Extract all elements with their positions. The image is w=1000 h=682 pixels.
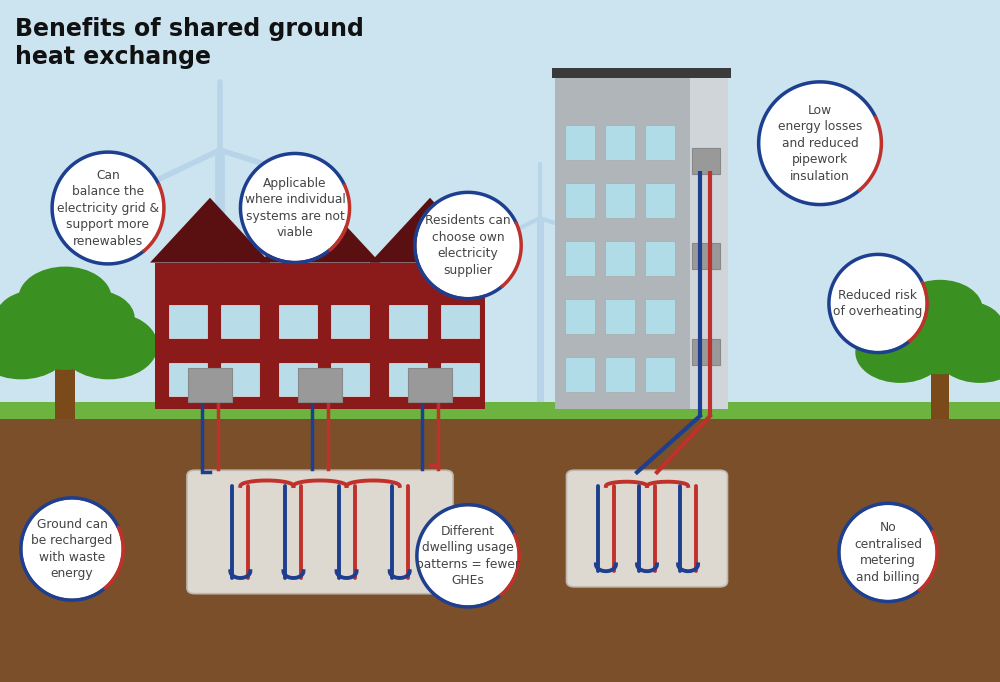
Bar: [188, 368, 232, 402]
Bar: [265, 263, 375, 409]
Bar: [565, 241, 595, 276]
Circle shape: [929, 302, 1000, 352]
Circle shape: [877, 302, 950, 352]
Bar: [441, 363, 479, 396]
Ellipse shape: [416, 194, 520, 297]
Polygon shape: [370, 198, 490, 263]
Bar: [565, 357, 595, 392]
Ellipse shape: [22, 499, 122, 599]
Bar: [565, 299, 595, 334]
Bar: [645, 299, 675, 334]
Text: Applicable
where individual
systems are not
viable: Applicable where individual systems are …: [245, 177, 345, 239]
Circle shape: [19, 267, 111, 330]
Circle shape: [2, 283, 128, 369]
Text: Benefits of shared ground
heat exchange: Benefits of shared ground heat exchange: [15, 17, 364, 69]
Bar: [389, 305, 427, 338]
Text: Different
dwelling usage
patterns = fewer
GHEs: Different dwelling usage patterns = fewe…: [416, 524, 520, 587]
Bar: [408, 368, 452, 402]
Bar: [605, 183, 635, 218]
Ellipse shape: [760, 84, 880, 203]
Bar: [552, 68, 731, 78]
Bar: [0, 402, 1000, 419]
Circle shape: [882, 295, 998, 374]
Bar: [605, 241, 635, 276]
Bar: [645, 183, 675, 218]
Text: No
centralised
metering
and billing: No centralised metering and billing: [854, 521, 922, 584]
Text: Ground can
be recharged
with waste
energy: Ground can be recharged with waste energ…: [31, 518, 113, 580]
Bar: [55, 368, 75, 419]
Polygon shape: [260, 198, 380, 263]
Bar: [692, 148, 720, 174]
Bar: [565, 125, 595, 160]
Circle shape: [856, 322, 944, 382]
Bar: [375, 263, 485, 409]
Bar: [441, 305, 479, 338]
Ellipse shape: [418, 506, 518, 606]
Ellipse shape: [242, 155, 348, 261]
Bar: [690, 78, 728, 409]
Bar: [221, 305, 259, 338]
Text: Residents can
choose own
electricity
supplier: Residents can choose own electricity sup…: [425, 214, 511, 277]
Ellipse shape: [840, 505, 936, 600]
Bar: [931, 373, 949, 419]
Circle shape: [936, 322, 1000, 382]
Bar: [279, 363, 317, 396]
FancyBboxPatch shape: [566, 471, 728, 587]
Bar: [389, 363, 427, 396]
Bar: [555, 78, 690, 409]
Bar: [645, 241, 675, 276]
Text: Reduced risk
of overheating: Reduced risk of overheating: [833, 288, 923, 318]
Circle shape: [60, 313, 157, 379]
Circle shape: [54, 291, 134, 346]
Bar: [331, 305, 369, 338]
Bar: [645, 125, 675, 160]
Bar: [565, 183, 595, 218]
Bar: [279, 305, 317, 338]
Bar: [692, 243, 720, 269]
Bar: [605, 299, 635, 334]
Bar: [331, 363, 369, 396]
Bar: [169, 363, 207, 396]
FancyBboxPatch shape: [187, 471, 453, 593]
Bar: [0, 413, 1000, 682]
Bar: [605, 125, 635, 160]
Ellipse shape: [54, 153, 162, 263]
Ellipse shape: [830, 256, 926, 351]
Bar: [155, 263, 265, 409]
Bar: [221, 363, 259, 396]
Text: Can
balance the
electricity grid &
support more
renewables: Can balance the electricity grid & suppo…: [57, 168, 159, 248]
Bar: [169, 305, 207, 338]
Text: Low
energy losses
and reduced
pipework
insulation: Low energy losses and reduced pipework i…: [778, 104, 862, 183]
Circle shape: [898, 280, 982, 338]
Polygon shape: [150, 198, 270, 263]
Circle shape: [0, 313, 70, 379]
Bar: [645, 357, 675, 392]
Bar: [605, 357, 635, 392]
Circle shape: [0, 291, 76, 346]
Bar: [298, 368, 342, 402]
Bar: [692, 339, 720, 365]
